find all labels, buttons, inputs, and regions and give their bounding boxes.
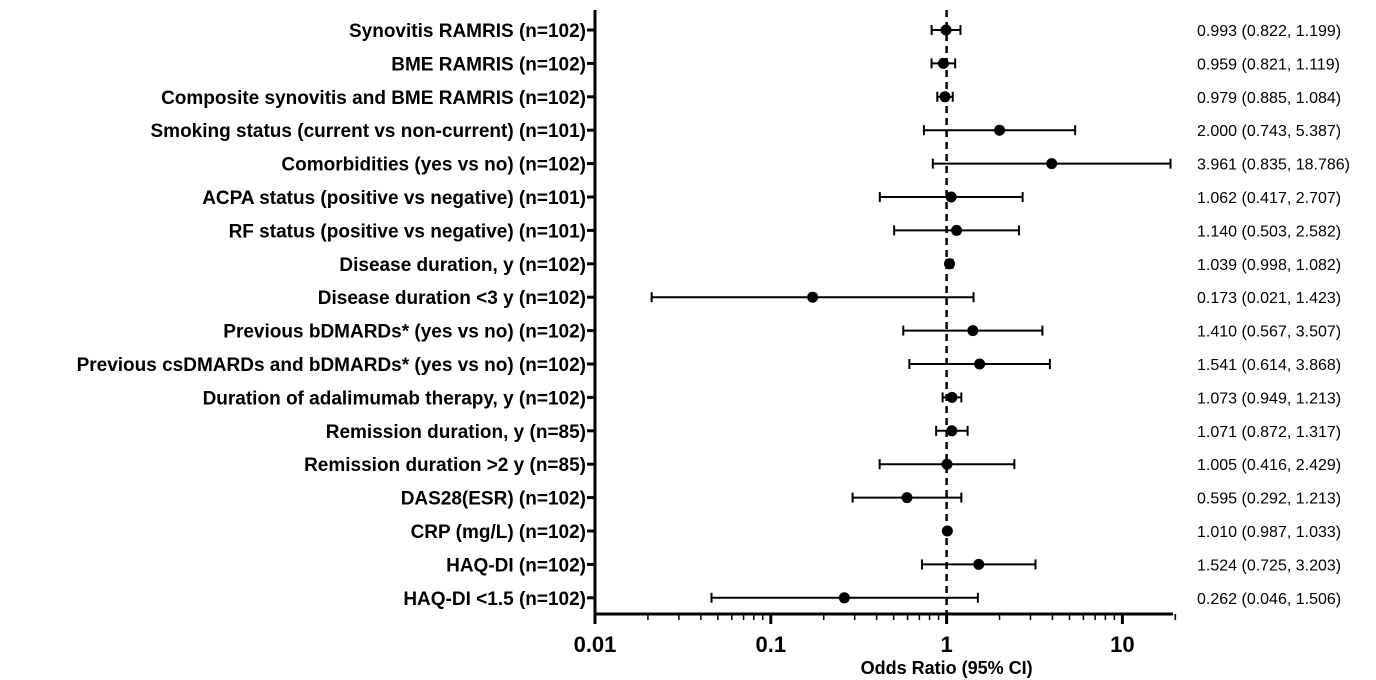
or-point — [945, 191, 957, 203]
axes — [593, 10, 1173, 616]
ci-text: 2.000 (0.743, 5.387) — [1197, 123, 1341, 140]
x-tick-label: 10 — [1110, 632, 1134, 657]
or-point — [838, 592, 850, 604]
ci-text: 1.071 (0.872, 1.317) — [1197, 424, 1341, 441]
ci-text: 1.062 (0.417, 2.707) — [1197, 190, 1341, 207]
or-point — [937, 57, 949, 69]
ci-text: 1.010 (0.987, 1.033) — [1197, 524, 1341, 541]
row-label: Previous bDMARDs* (yes vs no) (n=102) — [223, 322, 586, 343]
ci-text: 0.595 (0.292, 1.213) — [1197, 491, 1341, 508]
ci-text: 1.541 (0.614, 3.868) — [1197, 357, 1341, 374]
ci-text: 0.262 (0.046, 1.506) — [1197, 591, 1341, 608]
x-axis-title: Odds Ratio (95% CI) — [861, 658, 1033, 678]
ci-text: 0.173 (0.021, 1.423) — [1197, 290, 1341, 307]
or-point — [951, 224, 963, 236]
row-label: Disease duration, y (n=102) — [339, 255, 586, 276]
row-label: Disease duration <3 y (n=102) — [318, 288, 586, 309]
row-label: Duration of adalimumab therapy, y (n=102… — [203, 388, 586, 409]
ci-text: 0.993 (0.822, 1.199) — [1197, 23, 1341, 40]
or-point — [939, 91, 951, 103]
ci-text: 1.524 (0.725, 3.203) — [1197, 557, 1341, 574]
or-point — [973, 558, 985, 570]
or-point — [994, 124, 1006, 136]
or-point — [944, 258, 956, 270]
row-label: CRP (mg/L) (n=102) — [411, 522, 586, 543]
x-tick-label: 0.1 — [756, 632, 787, 657]
row-label: DAS28(ESR) (n=102) — [401, 489, 586, 510]
estimates — [650, 24, 1172, 604]
or-point — [901, 492, 913, 504]
or-point — [946, 391, 958, 403]
or-point — [941, 458, 953, 470]
row-label: BME RAMRIS (n=102) — [391, 54, 586, 75]
ci-text: 1.410 (0.567, 3.507) — [1197, 324, 1341, 341]
row-label: HAQ-DI <1.5 (n=102) — [403, 589, 586, 610]
or-point — [946, 425, 958, 437]
row-label: ACPA status (positive vs negative) (n=10… — [202, 188, 586, 209]
or-point — [940, 24, 952, 36]
ci-text: 0.979 (0.885, 1.084) — [1197, 90, 1341, 107]
or-point — [1046, 158, 1058, 170]
row-label: Remission duration >2 y (n=85) — [304, 455, 586, 476]
ci-text: 1.039 (0.998, 1.082) — [1197, 257, 1341, 274]
row-label: HAQ-DI (n=102) — [446, 555, 586, 576]
row-label: Synovitis RAMRIS (n=102) — [349, 21, 586, 42]
ci-text: 1.140 (0.503, 2.582) — [1197, 223, 1341, 240]
x-tick-label: 0.01 — [574, 632, 617, 657]
x-ticks: 0.01 0.1 1 10 — [574, 614, 1177, 657]
row-labels: Synovitis RAMRIS (n=102) BME RAMRIS (n=10… — [77, 21, 595, 610]
ci-text: 3.961 (0.835, 18.786) — [1197, 157, 1350, 174]
ci-text: 0.959 (0.821, 1.119) — [1197, 56, 1340, 73]
ci-text: 1.073 (0.949, 1.213) — [1197, 390, 1341, 407]
row-label: Composite synovitis and BME RAMRIS (n=10… — [161, 88, 586, 109]
row-label: Comorbidities (yes vs no) (n=102) — [281, 155, 586, 176]
row-label: Smoking status (current vs non-current) … — [151, 121, 587, 142]
row-label: RF status (positive vs negative) (n=101) — [229, 221, 586, 242]
or-point — [807, 291, 819, 303]
x-tick-label: 1 — [940, 632, 952, 657]
row-label: Remission duration, y (n=85) — [326, 422, 586, 443]
or-point — [974, 358, 986, 370]
or-point — [967, 325, 979, 337]
ci-text: 1.005 (0.416, 2.429) — [1197, 457, 1341, 474]
ci-text-column: 0.993 (0.822, 1.199) 0.959 (0.821, 1.119)… — [1197, 23, 1350, 608]
row-label: Previous csDMARDs and bDMARDs* (yes vs n… — [77, 355, 586, 376]
or-point — [941, 525, 953, 537]
